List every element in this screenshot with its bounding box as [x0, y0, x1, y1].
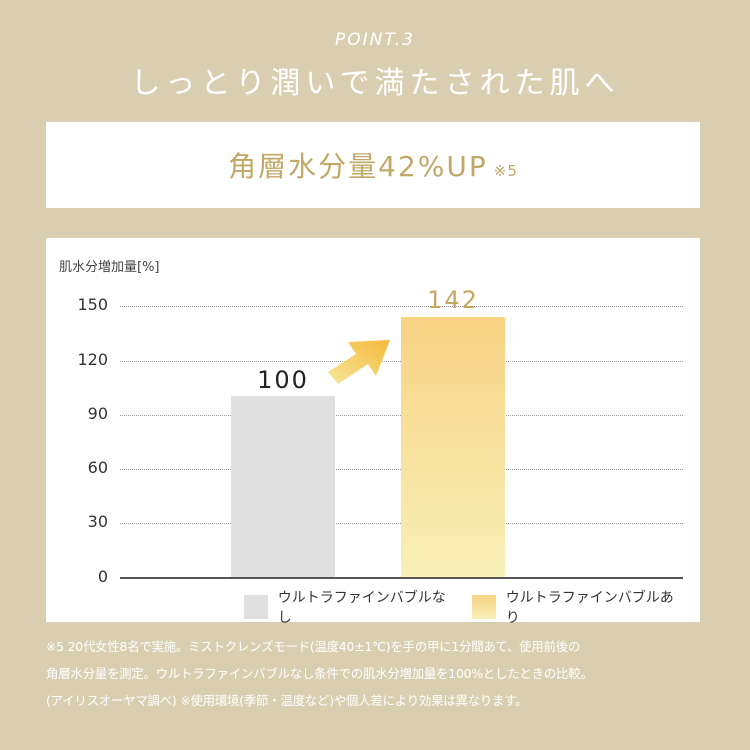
footnote: ※5 20代女性8名で実施。ミストクレンズモード(温度40±1℃)を手の甲に1分… [46, 633, 716, 714]
y-tick-0: 0 [97, 567, 108, 586]
y-tick-150: 150 [77, 295, 108, 314]
y-axis-title: 肌水分増加量[%] [59, 260, 160, 275]
x-axis-baseline [120, 577, 683, 579]
legend-swatch-grey [244, 595, 268, 619]
legend-label-without: ウルトラファインバブルなし [277, 590, 446, 626]
y-tick-90: 90 [87, 404, 108, 423]
point-label: POINT.3 [335, 30, 415, 50]
chart-legend: ウルトラファインバブルなし ウルトラファインバブルあり [244, 587, 700, 627]
main-title: しっとり潤いで満たされた肌へ [130, 66, 620, 101]
headline-text: 角層水分量42%UP [228, 150, 488, 183]
y-tick-120: 120 [77, 350, 108, 369]
bar-value-label-with: 142 [427, 286, 479, 314]
footnote-line-1: ※5 20代女性8名で実施。ミストクレンズモード(温度40±1℃)を手の甲に1分… [46, 639, 581, 654]
increase-arrow-icon [328, 340, 390, 384]
bar-without-ufb [231, 396, 335, 577]
headline-footnote-marker: ※5 [493, 162, 518, 180]
headline-panel: 角層水分量42%UP ※5 [46, 122, 700, 208]
bar-chart: 肌水分増加量[%] 150 120 90 60 30 0 100 142 ウルト… [46, 238, 700, 626]
bar-with-ufb [401, 317, 505, 577]
footnote-line-2: 角層水分量を測定。ウルトラファインバブルなし条件での肌水分増加量を100%とした… [46, 666, 593, 681]
y-tick-60: 60 [87, 458, 108, 477]
bar-value-label-without: 100 [257, 366, 309, 394]
legend-label-with: ウルトラファインバブルあり [505, 590, 674, 626]
y-tick-30: 30 [87, 512, 108, 531]
legend-swatch-yellow [472, 595, 496, 619]
legend-item-with: ウルトラファインバブルあり [472, 587, 686, 627]
gridline-150 [120, 306, 683, 307]
headline: 角層水分量42%UP ※5 [228, 145, 518, 185]
footnote-line-3: (アイリスオーヤマ調べ) ※使用環境(季節・温度など)や個人差により効果は異なり… [46, 693, 528, 708]
legend-item-without: ウルトラファインバブルなし [244, 587, 458, 627]
